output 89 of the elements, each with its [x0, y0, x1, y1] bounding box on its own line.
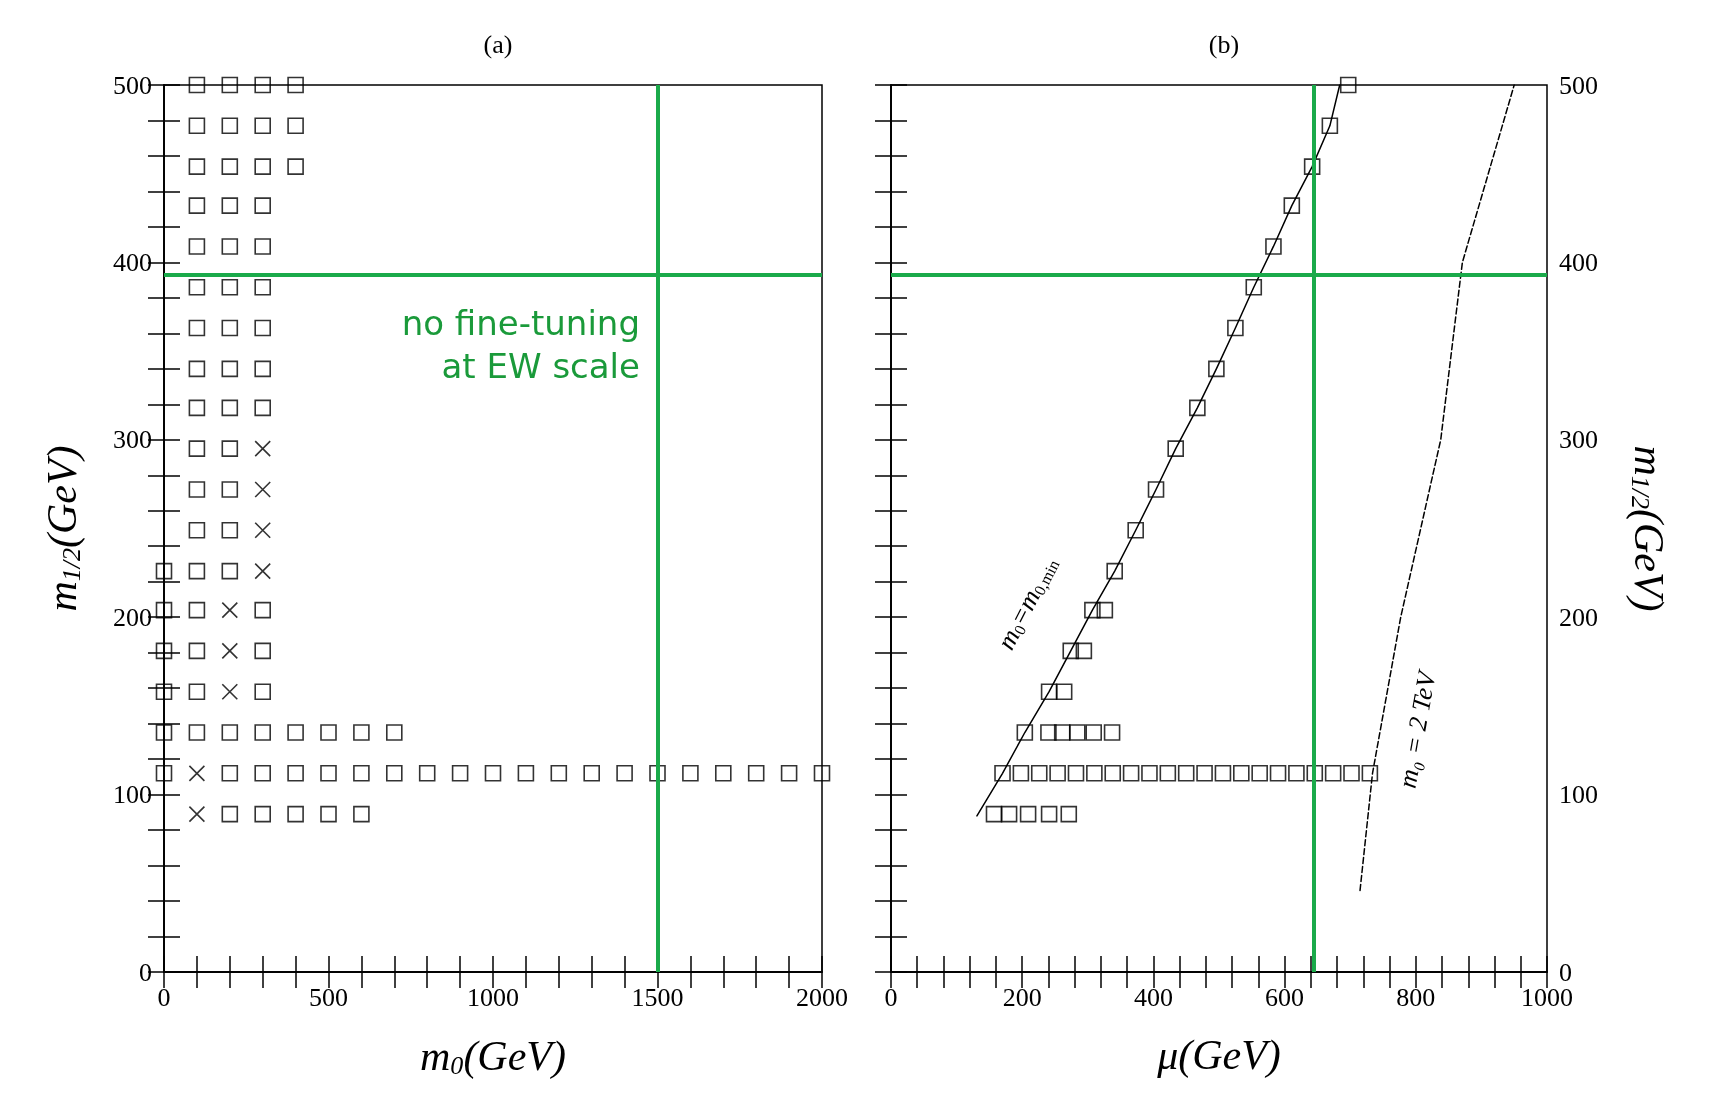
y-tick-label: 400: [113, 247, 152, 277]
point: [1053, 724, 1071, 741]
x-tick-label: 400: [1133, 982, 1173, 1012]
y2-tick-label: 400: [1559, 247, 1598, 277]
point: [254, 562, 271, 580]
point: [1062, 642, 1080, 660]
point: [1189, 399, 1206, 417]
point: [1106, 562, 1123, 580]
point: [1103, 724, 1121, 741]
point: [1067, 765, 1085, 782]
point: [1127, 521, 1144, 539]
annotation: no fine-tuning at EW scale: [401, 303, 640, 386]
point: [1040, 805, 1058, 823]
point: [1288, 765, 1305, 782]
point: [1159, 765, 1177, 782]
point: [254, 440, 271, 457]
y2-tick-label: 300: [1559, 425, 1598, 455]
x-tick-label: 2000: [796, 982, 848, 1012]
point: [1040, 683, 1058, 701]
point: [1069, 724, 1086, 741]
point: [1265, 238, 1282, 255]
x-tick-label: 0: [884, 982, 898, 1012]
y-tick-label: 100: [113, 780, 152, 810]
point: [1196, 765, 1213, 782]
y-tick-label: 200: [113, 602, 152, 632]
point: [254, 481, 271, 498]
y-tick-label: 500: [113, 70, 152, 100]
point: [221, 601, 239, 619]
x-axis-title: μ(GeV): [1156, 1032, 1281, 1079]
point: [1147, 481, 1165, 498]
point: [1343, 765, 1360, 782]
point: [1049, 765, 1066, 782]
x-tick-label: 800: [1396, 982, 1436, 1012]
x-tick-label: 600: [1265, 982, 1305, 1012]
point: [1177, 765, 1195, 782]
point: [1060, 805, 1078, 823]
point: [1000, 805, 1018, 823]
point: [1096, 601, 1114, 619]
point: [1227, 319, 1244, 337]
x-tick-label: 500: [309, 982, 348, 1012]
point: [1324, 765, 1342, 782]
point: [1214, 765, 1232, 782]
point: [1122, 765, 1140, 782]
point: [1040, 724, 1057, 741]
point: [1085, 724, 1102, 741]
point: [1283, 197, 1301, 214]
point: [188, 805, 206, 823]
point: [1104, 765, 1122, 782]
point: [1084, 601, 1101, 619]
point: [1141, 765, 1158, 782]
point: [221, 642, 239, 660]
point: [1167, 440, 1184, 457]
point: [1030, 765, 1048, 782]
x-tick-label: 0: [157, 982, 171, 1012]
point: [1269, 765, 1287, 782]
chart-title: (b): [1208, 29, 1240, 59]
point: [188, 765, 206, 782]
point: [1208, 360, 1225, 378]
y2-tick-label: 200: [1559, 602, 1598, 632]
point: [1086, 765, 1103, 782]
y2-axis-title: m1/2(GeV): [1625, 445, 1673, 612]
point: [1361, 765, 1379, 782]
point: [1075, 642, 1093, 660]
y-tick-label: 0: [139, 957, 152, 987]
point: [1245, 278, 1263, 296]
point: [1321, 117, 1339, 135]
x-tick-label: 200: [1002, 982, 1042, 1012]
point: [221, 683, 239, 701]
point: [1339, 76, 1357, 94]
point: [1306, 765, 1324, 782]
point: [254, 521, 271, 539]
point: [1303, 158, 1321, 175]
point: [985, 805, 1003, 823]
point: [1251, 765, 1268, 782]
y-axis-title: m1/2(GeV): [38, 445, 86, 612]
point: [1019, 805, 1037, 823]
annotation: m₀ = 2 TeV: [1392, 666, 1443, 791]
y2-tick-label: 500: [1559, 70, 1598, 100]
chart-title: (a): [483, 29, 513, 59]
annotation: m0=m0,min: [991, 557, 1063, 655]
x-tick-label: 1000: [467, 982, 519, 1012]
point: [1233, 765, 1250, 782]
point: [1055, 683, 1073, 701]
point: [1012, 765, 1030, 782]
point: [994, 765, 1011, 782]
point: [1016, 724, 1034, 741]
y2-tick-label: 100: [1559, 780, 1598, 810]
y-tick-label: 300: [113, 425, 152, 455]
x-tick-label: 1500: [631, 982, 684, 1012]
